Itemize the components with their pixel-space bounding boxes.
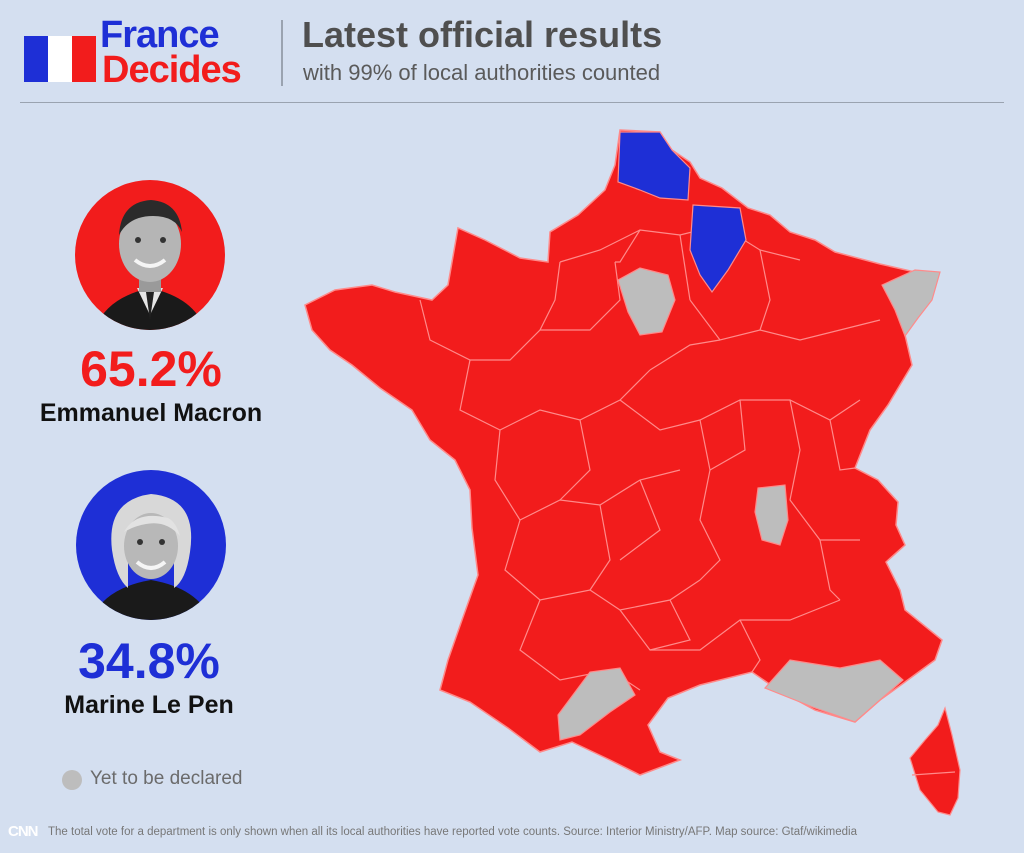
corsica — [909, 706, 961, 816]
header-divider — [281, 20, 283, 86]
logo-line-2: Decides — [102, 49, 242, 91]
france-results-map — [304, 129, 961, 816]
page-subtitle: with 99% of local authorities counted — [303, 60, 661, 85]
macron-name: Emmanuel Macron — [39, 399, 263, 427]
le-pen-name: Marine Le Pen — [64, 691, 234, 719]
france-decides-logo: France Decides — [24, 14, 264, 91]
lepen-department-aisne — [689, 204, 747, 294]
macron-portrait — [75, 180, 225, 330]
source-note: The total vote for a department is only … — [48, 826, 858, 838]
corsica-border — [911, 771, 956, 776]
undeclared-legend-swatch — [62, 770, 82, 790]
logo-line-1: France — [100, 14, 220, 56]
le-pen-percent: 34.8% — [78, 633, 220, 689]
department-borders — [419, 224, 881, 691]
page-title: Latest official results — [302, 14, 663, 55]
undeclared-legend-label: Yet to be declared — [90, 768, 243, 789]
macron-percent: 65.2% — [80, 341, 222, 397]
le-pen-portrait — [76, 470, 226, 620]
lepen-department-nord — [617, 131, 691, 201]
cnn-logo: CNN — [8, 823, 38, 840]
undeclared-departments — [557, 267, 941, 741]
header-rule — [20, 102, 1004, 103]
french-flag-icon — [24, 36, 96, 82]
